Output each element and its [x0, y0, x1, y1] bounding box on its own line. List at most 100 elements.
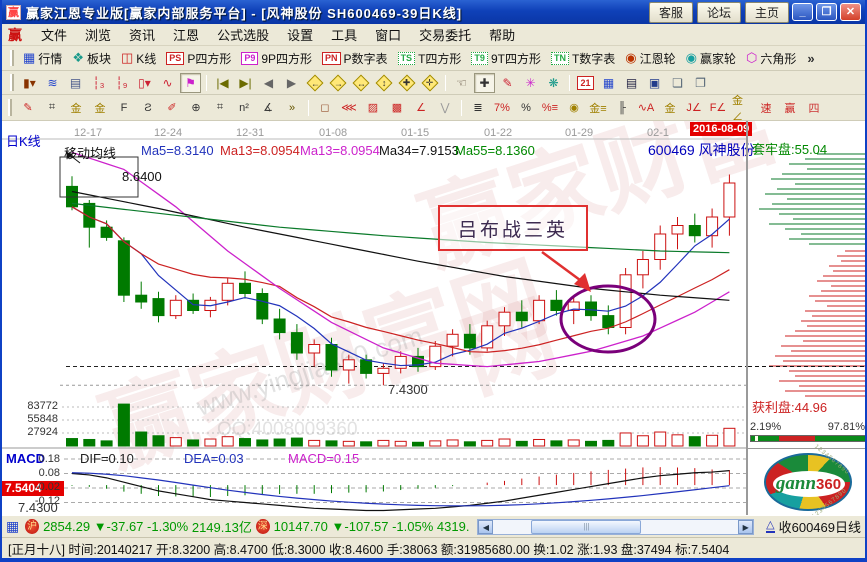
tool-f-angle[interactable]: F∠ [709, 102, 727, 114]
tool-goto-first[interactable]: |◀ [216, 75, 229, 90]
tool-hand-tool[interactable]: ☜ [456, 75, 467, 90]
menu-工具[interactable]: 工具 [331, 28, 358, 43]
tool-ruler-ticks[interactable]: ⌗ [48, 101, 56, 113]
tool-expand-diamond[interactable]: ↔ [350, 73, 371, 93]
tool-box-dense[interactable]: ▩ [391, 102, 403, 114]
profit-chips-label: 获利盘:44.96 [752, 400, 828, 415]
tool-pct7-tool[interactable]: 7% [494, 101, 510, 114]
maximize-button[interactable]: ❐ [816, 3, 837, 21]
toolbar-gann-wheel[interactable]: ◉ 江恩轮 [625, 50, 675, 67]
tool-gold-ruler-2[interactable]: 金 [94, 102, 106, 115]
tool-zoom-right-diamond[interactable]: → [327, 73, 348, 93]
tool-brain-tool[interactable]: ❋ [548, 75, 559, 90]
tool-gold-angle[interactable]: 金∠ [732, 94, 743, 123]
window-title: 赢家江恩专业版[赢家内部服务平台] - [风神股份 SH600469-39日K线… [26, 5, 463, 21]
tool-bars-small-9[interactable]: ┆₉ [115, 75, 128, 90]
tool-si-angle[interactable]: 四 [808, 102, 820, 115]
tool-pct-lines[interactable]: %≡ [541, 101, 559, 114]
tool-page-prev[interactable]: ◀ [263, 75, 274, 90]
tool-box-fan[interactable]: ▨ [367, 102, 379, 114]
scroll-thumb[interactable] [531, 519, 642, 534]
tool-cross-diamond[interactable]: ✚ [396, 73, 417, 93]
tool-j-angle[interactable]: J∠ [686, 102, 702, 114]
customer-service-button[interactable]: 客服 [648, 1, 693, 23]
menu-公式选股[interactable]: 公式选股 [217, 28, 270, 43]
kline-chart[interactable] [2, 121, 748, 515]
tool-crosshair-tool[interactable]: ✚ [474, 72, 495, 93]
scroll-right-arrow[interactable]: ▶ [738, 519, 754, 534]
toolbar-sectors[interactable]: ❖ 板块 [72, 50, 111, 67]
toolbar-winner-wheel[interactable]: ◉ 赢家轮 [686, 50, 736, 67]
tool-clock-circle[interactable]: ⊕ [191, 102, 201, 114]
tool-candle-style-picker[interactable]: ▮▾ [23, 75, 36, 90]
chart-scrollbar[interactable]: ◀ ▶ [477, 518, 755, 535]
tool-angle-a[interactable]: ∡ [263, 102, 273, 114]
tool-spiral-tool[interactable]: Ƨ [144, 101, 152, 114]
tool-gold-box[interactable]: 金 [664, 102, 676, 115]
toolbar-hexagon[interactable]: ⬡ 六角形 [746, 50, 796, 67]
tool-send-pc[interactable]: ❏ [672, 75, 683, 90]
tool-win-angle[interactable]: 赢 [784, 102, 796, 115]
toolbar-p-square[interactable]: PS P四方形 [166, 50, 231, 67]
menu-文件[interactable]: 文件 [41, 28, 68, 43]
toolbar-t-number-table[interactable]: TN T数字表 [550, 50, 615, 67]
toolbar-t-square[interactable]: TS T四方形 [397, 50, 461, 67]
tool-squiggle-tool[interactable]: ∿ [162, 75, 173, 90]
menu-江恩[interactable]: 江恩 [173, 28, 200, 43]
tool-more-tools[interactable]: » [288, 101, 296, 114]
menu-浏览[interactable]: 浏览 [85, 28, 112, 43]
tool-zoom-left-diamond[interactable]: ← [304, 73, 325, 93]
tool-fan-lines[interactable]: ⋘ [341, 102, 357, 114]
tool-wave-tool[interactable]: ∿A [637, 102, 655, 114]
scroll-left-arrow[interactable]: ◀ [478, 519, 494, 534]
menu-设置[interactable]: 设置 [287, 28, 314, 43]
scroll-track[interactable] [493, 519, 738, 534]
tool-calendar-tool[interactable]: 21 [575, 73, 596, 93]
toolbar-overflow-icon[interactable]: » [807, 50, 815, 66]
tool-n-square[interactable]: n² [239, 101, 249, 114]
tool-su-angle[interactable]: 速 [760, 102, 772, 115]
tool-pen-ruler[interactable]: ✐ [167, 102, 177, 114]
tool-tick-ruler[interactable]: ⌗ [216, 101, 224, 113]
toolbar-quotes[interactable]: ▦ 行情 [23, 50, 62, 67]
tool-candle-pen[interactable]: ╟ [618, 101, 626, 114]
toolbar-9t-square[interactable]: T9 9T四方形 [471, 50, 541, 67]
tool-info-note[interactable]: ▤ [69, 75, 82, 90]
toolbar-kline[interactable]: ◫ K线 [121, 50, 156, 67]
tool-gold-lines[interactable]: 金≡ [589, 102, 607, 115]
tool-gold-circle[interactable]: ◉ [569, 102, 579, 114]
minimize-button[interactable]: _ [792, 3, 813, 21]
tool-pct-tool[interactable]: % [521, 101, 531, 114]
tool-page-next[interactable]: ▶ [286, 75, 297, 90]
quote-grid-icon[interactable]: ▦ [6, 518, 20, 534]
tool-pen-tool[interactable]: ✎ [502, 75, 513, 90]
tool-save-disk[interactable]: ▣ [648, 75, 661, 90]
tool-vexpand-diamond[interactable]: ↕ [373, 73, 394, 93]
tool-flower-tool[interactable]: ✳ [525, 75, 536, 90]
tool-bars-small-3[interactable]: ┆₃ [92, 75, 105, 90]
toolbar-p-number-table[interactable]: PN P数字表 [322, 50, 388, 67]
tool-gold-ruler-1[interactable]: 金 [70, 102, 82, 115]
toolbar-9p-square[interactable]: P9 9P四方形 [241, 50, 312, 67]
tool-red-pen[interactable]: ✎ [23, 102, 33, 114]
tool-calculator-tool[interactable]: ▦ [602, 75, 615, 90]
menu-资讯[interactable]: 资讯 [129, 28, 156, 43]
tool-v-lines[interactable]: ⋁ [440, 102, 450, 114]
menu-窗口[interactable]: 窗口 [375, 28, 402, 43]
menu-帮助[interactable]: 帮助 [489, 28, 516, 43]
tool-memo-tool[interactable]: ▤ [625, 75, 638, 90]
tool-steps-tool[interactable]: ≣ [473, 102, 483, 114]
tool-trade-pc[interactable]: ❐ [695, 75, 706, 90]
tool-overlay-chart[interactable]: ≋ [47, 75, 58, 90]
forum-button[interactable]: 论坛 [696, 1, 741, 23]
tool-cross2-diamond[interactable]: ✛ [419, 73, 440, 93]
close-button[interactable]: ✕ [840, 3, 861, 21]
homepage-button[interactable]: 主页 [744, 1, 789, 23]
tool-box-tool[interactable]: ◻ [320, 102, 330, 114]
tool-color-flag[interactable]: ⚑ [180, 72, 201, 93]
tool-goto-last[interactable]: ▶| [239, 75, 252, 90]
tool-hollow-candle-picker[interactable]: ▯▾ [138, 75, 151, 90]
tool-f-ruler[interactable]: F [120, 101, 128, 114]
tool-angle-line[interactable]: ∠ [416, 102, 426, 114]
menu-交易委托[interactable]: 交易委托 [419, 28, 472, 43]
